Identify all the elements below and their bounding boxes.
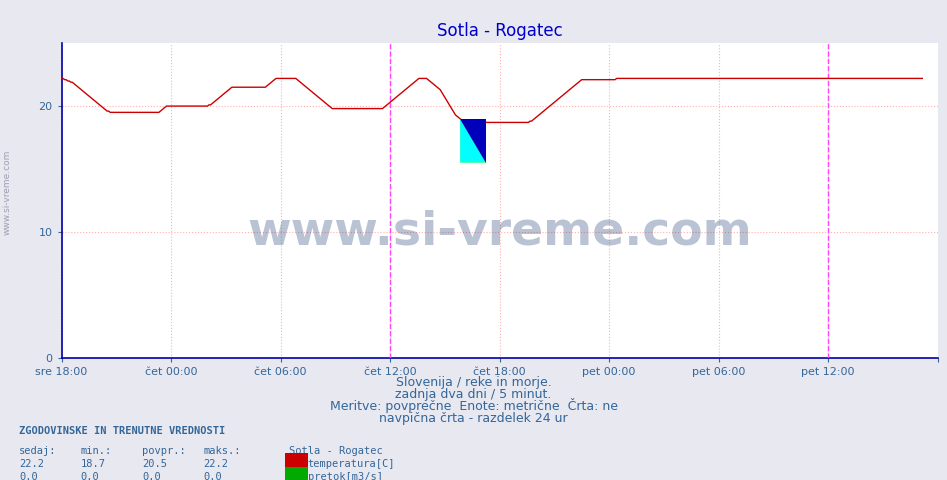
Text: Meritve: povprečne  Enote: metrične  Črta: ne: Meritve: povprečne Enote: metrične Črta:… (330, 398, 617, 413)
Text: 0.0: 0.0 (80, 472, 99, 480)
Text: 0.0: 0.0 (204, 472, 223, 480)
Text: povpr.:: povpr.: (142, 445, 186, 456)
Text: navpična črta - razdelek 24 ur: navpična črta - razdelek 24 ur (379, 412, 568, 425)
Text: ZGODOVINSKE IN TRENUTNE VREDNOSTI: ZGODOVINSKE IN TRENUTNE VREDNOSTI (19, 426, 225, 436)
Text: 22.2: 22.2 (204, 459, 228, 469)
Text: pretok[m3/s]: pretok[m3/s] (308, 472, 383, 480)
Text: 20.5: 20.5 (142, 459, 167, 469)
Text: sedaj:: sedaj: (19, 445, 57, 456)
Text: 0.0: 0.0 (142, 472, 161, 480)
Title: Sotla - Rogatec: Sotla - Rogatec (437, 22, 563, 40)
Text: www.si-vreme.com: www.si-vreme.com (3, 149, 12, 235)
Text: Slovenija / reke in morje.: Slovenija / reke in morje. (396, 376, 551, 389)
Polygon shape (460, 119, 487, 163)
FancyBboxPatch shape (460, 119, 487, 163)
Text: Sotla - Rogatec: Sotla - Rogatec (289, 445, 383, 456)
Text: 22.2: 22.2 (19, 459, 44, 469)
Text: temperatura[C]: temperatura[C] (308, 459, 395, 469)
Polygon shape (460, 119, 487, 163)
Text: maks.:: maks.: (204, 445, 241, 456)
Text: min.:: min.: (80, 445, 112, 456)
Text: 18.7: 18.7 (80, 459, 105, 469)
Text: www.si-vreme.com: www.si-vreme.com (247, 209, 752, 254)
Text: zadnja dva dni / 5 minut.: zadnja dva dni / 5 minut. (395, 388, 552, 401)
Text: 0.0: 0.0 (19, 472, 38, 480)
